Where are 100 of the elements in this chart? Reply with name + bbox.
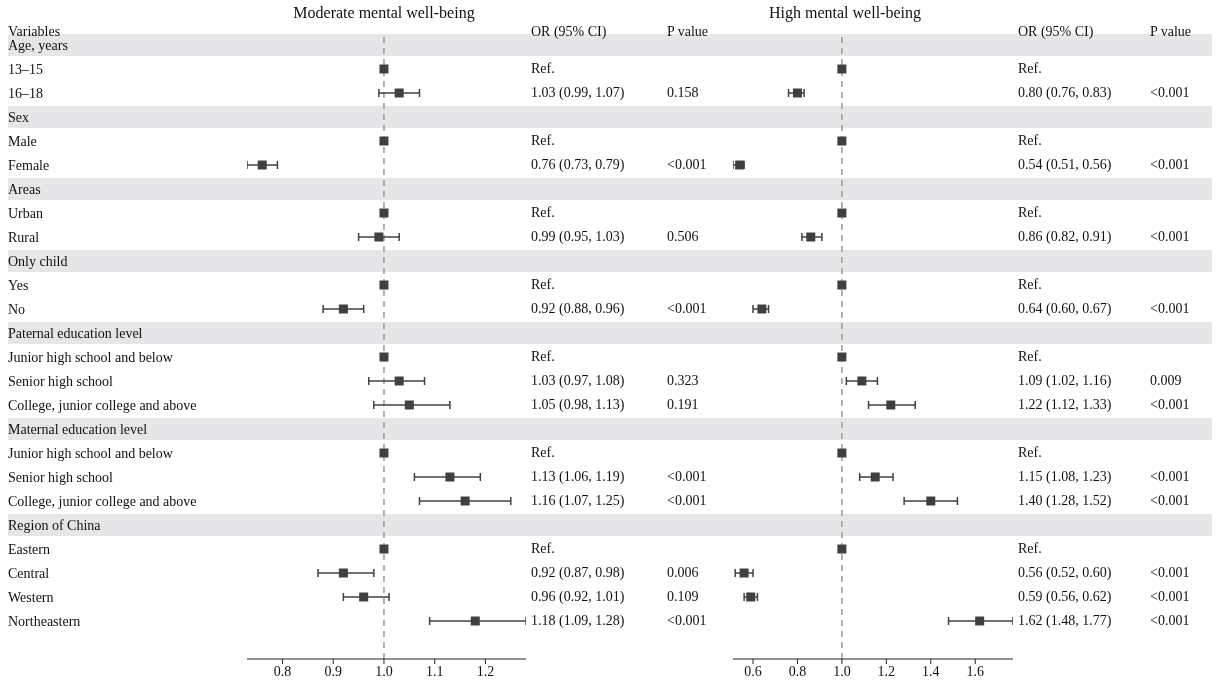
text: <0.001 xyxy=(1150,84,1190,102)
point xyxy=(379,352,389,362)
text: Ref. xyxy=(1018,540,1042,558)
text: 0.86 (0.82, 0.91) xyxy=(1018,228,1112,246)
text: 0.99 (0.95, 1.03) xyxy=(531,228,625,246)
point xyxy=(359,592,369,602)
text: 0.96 (0.92, 1.01) xyxy=(531,588,625,606)
text: <0.001 xyxy=(667,300,707,318)
text: <0.001 xyxy=(1150,468,1190,486)
text: 0.009 xyxy=(1150,372,1182,390)
point xyxy=(975,616,985,626)
y-tick-label: College, junior college and above xyxy=(8,398,197,413)
y-axis-title: Variables xyxy=(8,23,61,40)
point xyxy=(837,136,847,146)
text: 1.09 (1.02, 1.16) xyxy=(1018,372,1112,390)
point xyxy=(374,232,384,242)
y-tick-label: Northeastern xyxy=(8,614,81,629)
text: Ref. xyxy=(1018,444,1042,462)
y-tick-label: 16–18 xyxy=(8,86,43,101)
text: <0.001 xyxy=(1150,492,1190,510)
text: Ref. xyxy=(1018,132,1042,150)
text: 0.191 xyxy=(667,396,699,414)
text: OR (95% CI) xyxy=(531,23,607,41)
point xyxy=(257,160,267,170)
y-tick-label: Male xyxy=(8,134,37,149)
x-tick-label: 1.0 xyxy=(375,663,393,679)
y-tick-label: Rural xyxy=(8,230,40,245)
point xyxy=(886,400,896,410)
point xyxy=(739,568,749,578)
point xyxy=(379,544,389,554)
text: <0.001 xyxy=(1150,228,1190,246)
text: <0.001 xyxy=(667,492,707,510)
y-tick-label: Only child xyxy=(8,254,68,269)
point xyxy=(379,208,389,218)
text: 1.22 (1.12, 1.33) xyxy=(1018,396,1112,414)
point xyxy=(379,64,389,74)
text: 0.56 (0.52, 0.60) xyxy=(1018,564,1112,582)
text: Ref. xyxy=(531,444,555,462)
y-tick-label: Junior high school and below xyxy=(8,350,174,365)
point xyxy=(806,232,816,242)
text: Ref. xyxy=(531,276,555,294)
x-tick-label: 1.0 xyxy=(833,663,851,679)
point xyxy=(926,496,936,506)
y-tick-label: Eastern xyxy=(8,542,50,557)
text: 0.92 (0.88, 0.96) xyxy=(531,300,625,318)
text: Ref. xyxy=(531,132,555,150)
point xyxy=(792,88,802,98)
y-tick-label: Senior high school xyxy=(8,470,114,485)
y-tick-label: Western xyxy=(8,590,54,605)
point xyxy=(445,472,455,482)
text: 1.13 (1.06, 1.19) xyxy=(531,468,625,486)
text: Ref. xyxy=(531,540,555,558)
text: 0.92 (0.87, 0.98) xyxy=(531,564,625,582)
text: <0.001 xyxy=(667,156,707,174)
point xyxy=(460,496,470,506)
text: <0.001 xyxy=(1150,396,1190,414)
text: 0.506 xyxy=(667,228,699,246)
y-tick-label: Senior high school xyxy=(8,374,114,389)
text: 0.59 (0.56, 0.62) xyxy=(1018,588,1112,606)
text: 1.03 (0.99, 1.07) xyxy=(531,84,625,102)
text: <0.001 xyxy=(1150,612,1190,630)
text: 0.80 (0.76, 0.83) xyxy=(1018,84,1112,102)
text: Ref. xyxy=(531,348,555,366)
point xyxy=(394,376,404,386)
text: 0.64 (0.60, 0.67) xyxy=(1018,300,1112,318)
text: 0.76 (0.73, 0.79) xyxy=(531,156,625,174)
text: OR (95% CI) xyxy=(1018,23,1094,41)
y-tick-label: Maternal education level xyxy=(8,422,148,437)
x-tick-label: 0.6 xyxy=(744,663,762,679)
point xyxy=(837,352,847,362)
y-tick-label: Urban xyxy=(8,206,43,221)
text: <0.001 xyxy=(1150,564,1190,582)
y-tick-label: Female xyxy=(8,158,50,173)
x-tick-label: 0.9 xyxy=(324,663,342,679)
point xyxy=(837,448,847,458)
text: P value xyxy=(1150,23,1192,41)
point xyxy=(404,400,414,410)
text: 0.323 xyxy=(667,372,699,390)
text: Ref. xyxy=(1018,60,1042,78)
text: 0.006 xyxy=(667,564,699,582)
text: Ref. xyxy=(531,204,555,222)
text: Ref. xyxy=(1018,276,1042,294)
x-tick-label: 1.6 xyxy=(966,663,984,679)
point xyxy=(837,208,847,218)
point xyxy=(394,88,404,98)
y-tick-label: No xyxy=(8,302,26,317)
text: 0.109 xyxy=(667,588,699,606)
y-tick-label: Junior high school and below xyxy=(8,446,174,461)
y-tick-label: Sex xyxy=(8,110,29,125)
x-tick-label: 1.2 xyxy=(877,663,896,679)
point xyxy=(837,64,847,74)
chart-title: High mental well-being xyxy=(768,4,922,22)
text: 1.03 (0.97, 1.08) xyxy=(531,372,625,390)
point xyxy=(338,568,348,578)
text: <0.001 xyxy=(667,468,707,486)
text: <0.001 xyxy=(667,612,707,630)
text: Ref. xyxy=(1018,204,1042,222)
text: 1.40 (1.28, 1.52) xyxy=(1018,492,1112,510)
point xyxy=(379,136,389,146)
y-tick-label: Yes xyxy=(8,278,29,293)
